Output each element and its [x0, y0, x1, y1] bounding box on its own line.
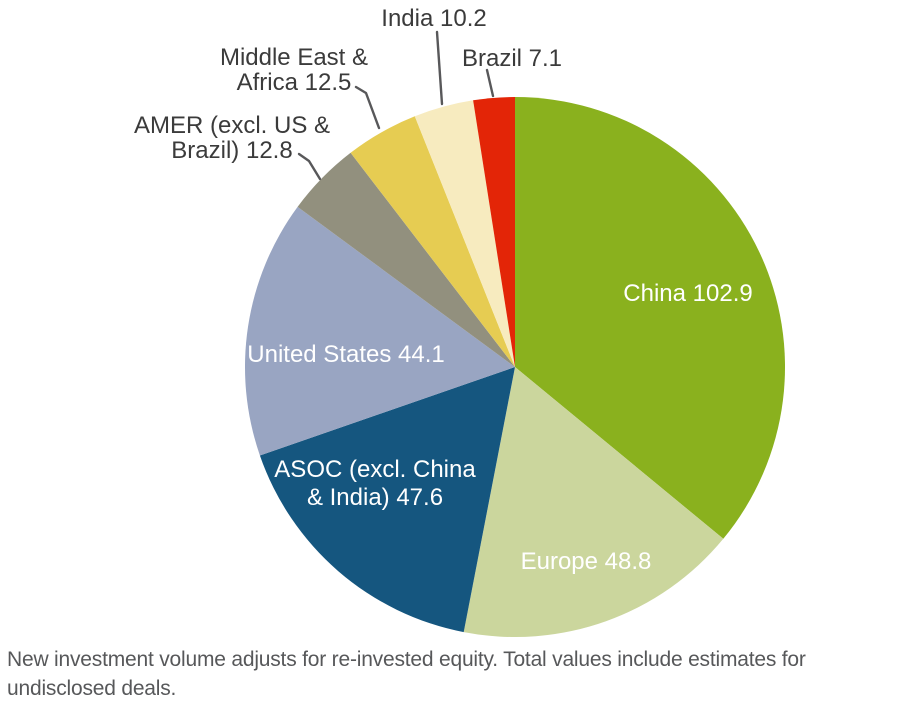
pie-slice-india: [414, 100, 515, 368]
pie-slice-united-states: [244, 206, 515, 456]
leader-line-india: [435, 30, 444, 106]
slice-label-china: China 102.9: [623, 280, 752, 307]
pie-slice-mea: [350, 116, 515, 367]
pie-slice-brazil: [473, 97, 515, 367]
slice-label-asoc-line1: ASOC (excl. China: [274, 456, 476, 483]
slice-label-asoc-line2: & India) 47.6: [307, 484, 443, 511]
leader-line-brazil: [485, 68, 495, 98]
pie-chart: China 102.9 Europe 48.8 ASOC (excl. China&…: [134, 5, 786, 638]
slice-label-united-states: United States 44.1: [247, 341, 444, 368]
pie-slice-asoc: [259, 367, 515, 633]
slice-label-mea-line1: Middle East &: [220, 44, 368, 71]
leader-line-amer: [297, 152, 322, 181]
chart-footnote: New investment volume adjusts for re-inv…: [7, 648, 806, 700]
slice-label-europe: Europe 48.8: [521, 548, 652, 575]
slice-label-mea-line2: Africa 12.5: [237, 69, 352, 96]
slice-label-amer-line1: AMER (excl. US &: [134, 112, 330, 139]
slice-label-india: India 10.2: [381, 5, 486, 32]
slice-label-amer-line2: Brazil) 12.8: [171, 137, 292, 164]
slice-label-brazil: Brazil 7.1: [462, 45, 562, 72]
pie-slice-china: [515, 97, 786, 539]
pie-slice-amer: [297, 152, 515, 367]
pie-slice-europe: [463, 367, 724, 638]
leader-line-mea: [354, 85, 381, 130]
